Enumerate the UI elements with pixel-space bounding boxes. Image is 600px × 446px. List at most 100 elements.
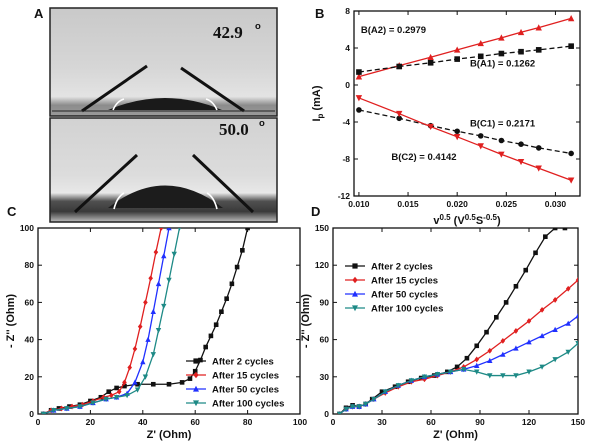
degree-mark-2: o — [259, 118, 265, 129]
data-point — [453, 46, 461, 53]
data-point — [460, 367, 467, 373]
data-point — [155, 328, 162, 334]
data-point — [487, 373, 493, 379]
data-point — [161, 303, 167, 310]
data-point — [64, 406, 70, 412]
panel-label-d: D — [311, 204, 320, 219]
y-tick-label: 20 — [25, 372, 35, 382]
data-point — [362, 401, 369, 407]
x-tick-label: 60 — [426, 417, 436, 427]
data-point — [142, 374, 149, 380]
data-point — [535, 165, 542, 172]
angle-value-2: 50.0 — [219, 120, 249, 139]
data-point — [565, 285, 571, 292]
data-point — [356, 107, 362, 113]
data-point — [179, 380, 185, 385]
data-point — [513, 345, 519, 351]
data-point — [88, 398, 93, 404]
y-tick-label: -8 — [342, 154, 350, 164]
legend-label: After 100 cycles — [371, 304, 443, 315]
data-point — [575, 341, 578, 347]
data-point — [113, 394, 120, 401]
axis-ticks: 0 30 60 90 120 150 0 30 60 90 120 150 — [315, 223, 586, 427]
data-point — [518, 48, 524, 55]
data-point — [396, 63, 402, 70]
x-tick-label: 0.020 — [447, 199, 469, 209]
data-point — [352, 276, 358, 284]
data-point — [498, 151, 505, 158]
data-point — [193, 358, 199, 364]
data-point — [498, 50, 505, 57]
data-point — [371, 396, 377, 403]
y-axis-title: - Z'' (Ohm) — [300, 294, 312, 348]
plot-frame — [332, 227, 579, 415]
data-point — [77, 404, 83, 410]
data-point — [562, 228, 568, 231]
panel-a: A 42.9 o 50.0 o — [34, 6, 278, 223]
axis-ticks: 0.010 0.015 0.020 0.025 0.030 -12 -8 -4 0 4 8 — [338, 6, 580, 209]
data-point — [193, 385, 199, 392]
data-point — [477, 133, 484, 139]
y-tick-label: 8 — [345, 6, 350, 16]
plot-frame — [353, 10, 581, 197]
degree-mark-1: o — [255, 21, 261, 32]
data-point — [145, 336, 151, 342]
data-point — [503, 300, 509, 305]
x-axis-title: Z' (Ohm) — [147, 429, 192, 441]
contact-angle-image-1: 42.9 o — [49, 7, 278, 117]
data-point — [477, 143, 484, 150]
data-point — [477, 53, 484, 60]
data-point — [395, 383, 402, 389]
x-tick-label: 0.015 — [397, 199, 419, 209]
x-tick-label: 40 — [138, 417, 148, 427]
y-tick-label: 100 — [20, 223, 34, 233]
y-tick-label: -12 — [338, 191, 351, 201]
data-point — [143, 299, 148, 306]
data-point — [494, 314, 499, 320]
y-tick-label: 0 — [29, 409, 34, 419]
data-point — [535, 24, 542, 31]
data-point — [500, 373, 506, 379]
slope-annotation: B(A2) = 0.2979 — [361, 25, 426, 36]
y-tick-label: -4 — [342, 117, 350, 127]
data-point — [552, 326, 558, 332]
data-point — [454, 128, 460, 135]
series-line-1 — [42, 228, 162, 414]
series-line-3 — [43, 228, 181, 414]
data-point — [352, 263, 358, 269]
legend-label: After 2 cycles — [212, 357, 274, 368]
data-point — [474, 362, 480, 368]
data-point — [567, 177, 575, 184]
data-point — [513, 283, 519, 289]
data-point — [166, 277, 172, 283]
y-tick-label: 30 — [320, 372, 330, 382]
data-point — [69, 403, 75, 410]
x-tick-label: 0.025 — [496, 199, 518, 209]
x-tick-label: 120 — [522, 417, 536, 427]
data-point — [122, 379, 127, 386]
y-tick-label: 150 — [315, 223, 329, 233]
data-point — [568, 43, 574, 49]
series-layer — [40, 228, 250, 414]
data-point — [161, 253, 167, 259]
data-point — [539, 306, 545, 313]
chart-panel-d: D 0 30 60 90 120 150 0 30 60 90 120 150 After 2 cycle… — [300, 204, 585, 441]
x-tick-label: 80 — [243, 417, 253, 427]
data-point — [166, 228, 172, 231]
data-point — [474, 369, 480, 375]
slope-annotation: B(C1) = 0.2171 — [470, 119, 536, 130]
data-point — [349, 404, 356, 410]
x-tick-label: 150 — [571, 417, 585, 427]
data-point — [134, 387, 141, 393]
data-point — [526, 369, 532, 375]
data-point — [166, 381, 172, 387]
data-point — [526, 339, 532, 345]
data-point — [352, 305, 358, 312]
data-point — [539, 332, 545, 339]
legend-label: After 15 cycles — [371, 276, 438, 287]
data-point — [500, 337, 506, 344]
y-tick-label: 0 — [324, 409, 329, 419]
data-point — [454, 364, 460, 370]
data-point — [132, 346, 138, 352]
data-point — [103, 396, 109, 403]
